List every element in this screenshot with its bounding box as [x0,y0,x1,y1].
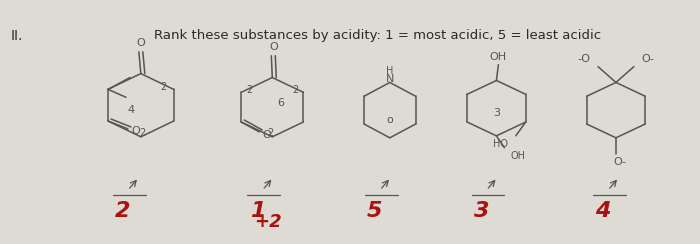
Text: 3: 3 [493,108,500,118]
Text: OH: OH [490,52,507,62]
Text: II.: II. [10,29,23,43]
Text: H: H [386,66,393,76]
Text: HO: HO [493,139,507,149]
Text: OH: OH [510,151,526,161]
Text: 6: 6 [276,98,284,108]
Text: 2: 2 [246,85,252,95]
Text: 2: 2 [160,82,167,92]
Text: O-: O- [613,157,626,167]
Text: O: O [269,42,278,52]
Text: -O: -O [577,54,590,64]
Text: 2: 2 [140,128,146,138]
Text: 2: 2 [267,128,274,138]
Text: Rank these substances by acidity: 1 = most acidic, 5 = least acidic: Rank these substances by acidity: 1 = mo… [154,29,601,42]
Text: 1: 1 [250,201,265,221]
Text: 4: 4 [127,105,134,115]
Text: 4: 4 [595,201,610,221]
Text: 2: 2 [116,201,131,221]
Text: N: N [386,73,394,83]
Text: 5: 5 [368,201,383,221]
Text: O-: O- [642,54,654,64]
Text: O: O [136,38,145,48]
Text: 2: 2 [293,85,298,95]
Text: O: O [132,126,140,136]
Text: O: O [262,130,272,140]
Text: o: o [386,115,393,125]
Text: 3: 3 [474,201,489,221]
Text: +2: +2 [255,213,282,231]
